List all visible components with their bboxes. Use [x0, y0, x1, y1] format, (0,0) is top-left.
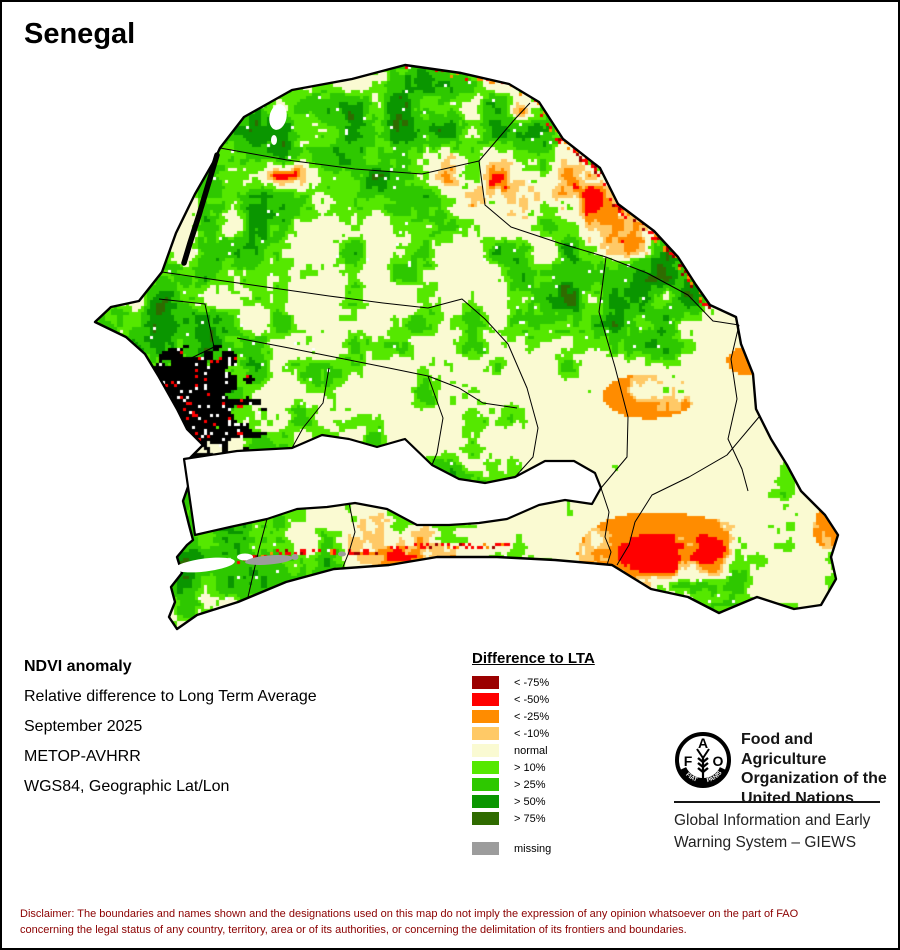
region-boundary: [158, 298, 215, 364]
casamance-river: [175, 557, 235, 573]
fao-logo-icon: F A O FIAT PANIS: [675, 732, 731, 788]
legend-swatch: [472, 795, 499, 808]
giews-line: Global Information and Early: [674, 812, 871, 829]
legend-item: < -10%: [472, 725, 682, 742]
map-info-block: NDVI anomaly Relative difference to Long…: [24, 652, 317, 802]
missing-patch: [245, 555, 293, 565]
legend-item: > 75%: [472, 810, 682, 827]
legend-swatch: [472, 693, 499, 706]
missing-patch: [291, 554, 299, 560]
fao-org-line: Organization of the: [741, 770, 887, 787]
fao-letter-a: A: [698, 735, 708, 751]
info-line: WGS84, Geographic Lat/Lon: [24, 778, 230, 795]
region-boundary: [616, 416, 760, 566]
legend-item: < -25%: [472, 708, 682, 725]
legend-label: > 10%: [514, 761, 546, 774]
fao-divider: [674, 801, 880, 803]
legend-label: > 75%: [514, 812, 546, 825]
country-border: [93, 63, 840, 631]
legend-item: > 10%: [472, 759, 682, 776]
info-heading: NDVI anomaly: [24, 658, 132, 675]
senegal-ndvi-map: [87, 57, 857, 647]
map-borders-overlay: [93, 63, 840, 631]
legend-item: < -75%: [472, 674, 682, 691]
info-line: METOP-AVHRR: [24, 748, 141, 765]
region-boundary: [219, 102, 531, 175]
legend-label: < -10%: [514, 727, 550, 740]
fao-org-line: Food and Agriculture: [741, 731, 827, 768]
legend-label: normal: [514, 744, 548, 757]
legend: Difference to LTA < -75% < -50% < -25% <…: [472, 650, 682, 857]
region-boundary: [600, 487, 612, 566]
legend-label: < -25%: [514, 710, 550, 723]
region-boundary: [427, 375, 444, 466]
missing-patch: [338, 551, 346, 557]
fao-letter-o: O: [713, 753, 724, 769]
fao-org-name: Food and Agriculture Organization of the…: [741, 730, 898, 808]
legend-swatch: [472, 812, 499, 825]
fao-letter-f: F: [684, 753, 693, 769]
wheat-ear-icon: [696, 748, 710, 779]
disclaimer-text: Disclaimer: The boundaries and names sho…: [20, 908, 799, 936]
legend-item: < -50%: [472, 691, 682, 708]
region-boundary: [236, 337, 518, 409]
giews-block: Global Information and Early Warning Sys…: [674, 810, 870, 854]
legend-title: Difference to LTA: [472, 650, 595, 667]
region-boundary: [598, 256, 629, 489]
fao-motto-left: FIAT: [684, 772, 698, 784]
legend-item: > 25%: [472, 776, 682, 793]
legend-item: normal: [472, 742, 682, 759]
lake-guiers-tail: [271, 135, 277, 145]
legend-swatch: [472, 710, 499, 723]
lake-guiers: [269, 104, 287, 130]
legend-label: > 25%: [514, 778, 546, 791]
fao-logo-ribbon: [677, 766, 729, 788]
info-line: Relative difference to Long Term Average: [24, 688, 317, 705]
region-boundary: [727, 324, 749, 492]
info-line: September 2025: [24, 718, 143, 735]
legend-label: < -50%: [514, 693, 550, 706]
gambia-cutout: [182, 433, 603, 537]
coastal-strip: [181, 152, 220, 266]
legend-swatch: [472, 778, 499, 791]
page-title: Senegal: [24, 18, 136, 50]
legend-item-missing: missing: [472, 840, 682, 857]
legend-swatch: [472, 727, 499, 740]
legend-item: > 50%: [472, 793, 682, 810]
legend-label: > 50%: [514, 795, 546, 808]
legend-swatch: [472, 761, 499, 774]
fao-org-line: United Nations: [741, 789, 854, 807]
legend-swatch: [472, 744, 499, 757]
legend-label: missing: [514, 842, 552, 855]
giews-line: Warning System – GIEWS: [674, 834, 857, 851]
region-boundary: [342, 502, 356, 568]
casamance-river-arm: [237, 553, 253, 561]
region-boundary: [291, 367, 330, 449]
legend-label: < -75%: [514, 676, 550, 689]
region-boundary: [161, 271, 509, 345]
legend-swatch: [472, 842, 499, 855]
legend-swatch: [472, 676, 499, 689]
region-boundary: [507, 343, 539, 478]
